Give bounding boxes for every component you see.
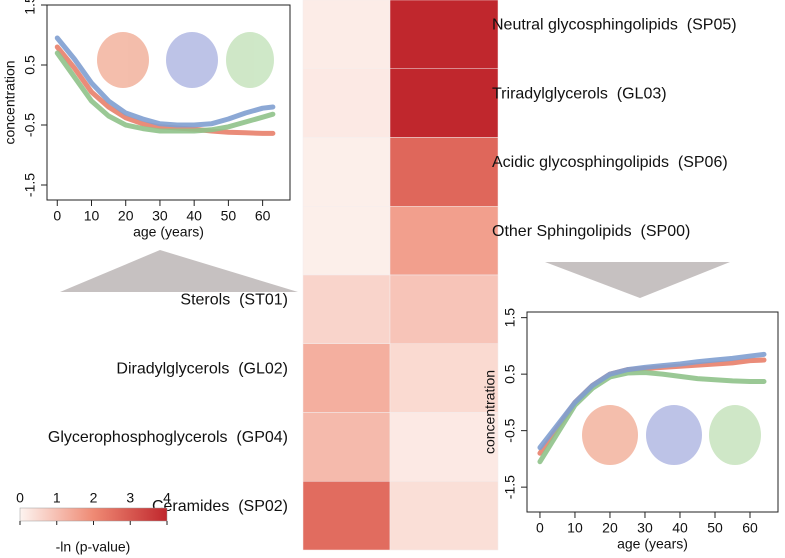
x-tick-label: 10 xyxy=(567,520,583,536)
x-tick-label: 20 xyxy=(118,208,134,224)
y-tick-label: 0.5 xyxy=(502,364,518,384)
series-line xyxy=(537,351,767,451)
colorbar-tick-label: 2 xyxy=(90,490,98,506)
heatmap-cell xyxy=(389,206,499,276)
y-tick-label: 1.5 xyxy=(502,308,518,328)
head-icons xyxy=(97,32,761,465)
x-tick-label: 60 xyxy=(742,520,758,536)
x-tick-label: 20 xyxy=(602,520,618,536)
funnel xyxy=(545,262,730,298)
row-label: Triradylglycerols (GL03) xyxy=(492,85,667,102)
row-label: Diradylglycerols (GL02) xyxy=(116,360,288,377)
x-tick-label: 40 xyxy=(186,208,202,224)
y-tick-label: -1.5 xyxy=(502,475,518,499)
series-line xyxy=(54,50,276,134)
x-tick-label: 50 xyxy=(221,208,237,224)
heatmap-cell xyxy=(302,206,391,276)
heatmap-cell xyxy=(389,68,499,138)
funnel xyxy=(60,250,298,292)
y-axis-label: concentration xyxy=(2,60,18,144)
heatmap-cell xyxy=(389,481,499,551)
x-tick-label: 30 xyxy=(152,208,168,224)
x-tick-label: 30 xyxy=(637,520,653,536)
heatmap-cell xyxy=(302,412,391,482)
heatmap-cell xyxy=(389,343,499,413)
row-label: Ceramides (SP02) xyxy=(152,498,288,515)
x-tick-label: 40 xyxy=(672,520,688,536)
heatmap-cell xyxy=(302,343,391,413)
row-label: Neutral glycosphingolipids (SP05) xyxy=(492,17,737,34)
y-axis-label: concentration xyxy=(482,370,498,454)
heatmap-cell xyxy=(389,0,499,69)
y-tick-label: 1.5 xyxy=(22,0,38,15)
series-line xyxy=(54,44,276,136)
plot-frame xyxy=(46,4,291,201)
colorbar xyxy=(19,507,168,522)
heatmap-cell xyxy=(389,274,499,344)
colorbar-tick-label: 0 xyxy=(16,490,24,506)
row-label: Sterols (ST01) xyxy=(180,292,288,309)
y-tick-label: -0.5 xyxy=(502,418,518,442)
heatmap-cell xyxy=(302,0,391,69)
x-tick-label: 50 xyxy=(707,520,723,536)
y-tick-label: 0.5 xyxy=(22,55,38,75)
x-tick-label: 60 xyxy=(255,208,271,224)
row-label: Other Sphingolipids (SP00) xyxy=(492,223,690,240)
heatmap-cell xyxy=(389,412,499,482)
x-tick-label: 10 xyxy=(84,208,100,224)
y-tick-label: -0.5 xyxy=(22,113,38,137)
y-tick-label: -1.5 xyxy=(22,173,38,197)
x-axis-label: age (years) xyxy=(133,224,204,240)
plot-frame xyxy=(526,311,779,513)
colorbar-label: -ln (p-value) xyxy=(56,539,131,555)
heatmap-cell xyxy=(302,137,391,207)
heatmap-cell xyxy=(302,274,391,344)
x-tick-label: 0 xyxy=(536,520,544,536)
colorbar-tick-label: 1 xyxy=(53,490,61,506)
heatmap-cell xyxy=(302,68,391,138)
x-axis-label: age (years) xyxy=(617,536,688,552)
heatmap-cell xyxy=(302,481,391,551)
heatmap-cell xyxy=(389,137,499,207)
colorbar-tick-label: 4 xyxy=(163,490,171,506)
colorbar-tick-label: 3 xyxy=(126,490,134,506)
series-line xyxy=(54,35,276,128)
row-label: Glycerophosphoglycerols (GP04) xyxy=(48,429,288,446)
row-label: Acidic glycosphingolipids (SP06) xyxy=(492,154,728,171)
x-tick-label: 0 xyxy=(53,208,61,224)
